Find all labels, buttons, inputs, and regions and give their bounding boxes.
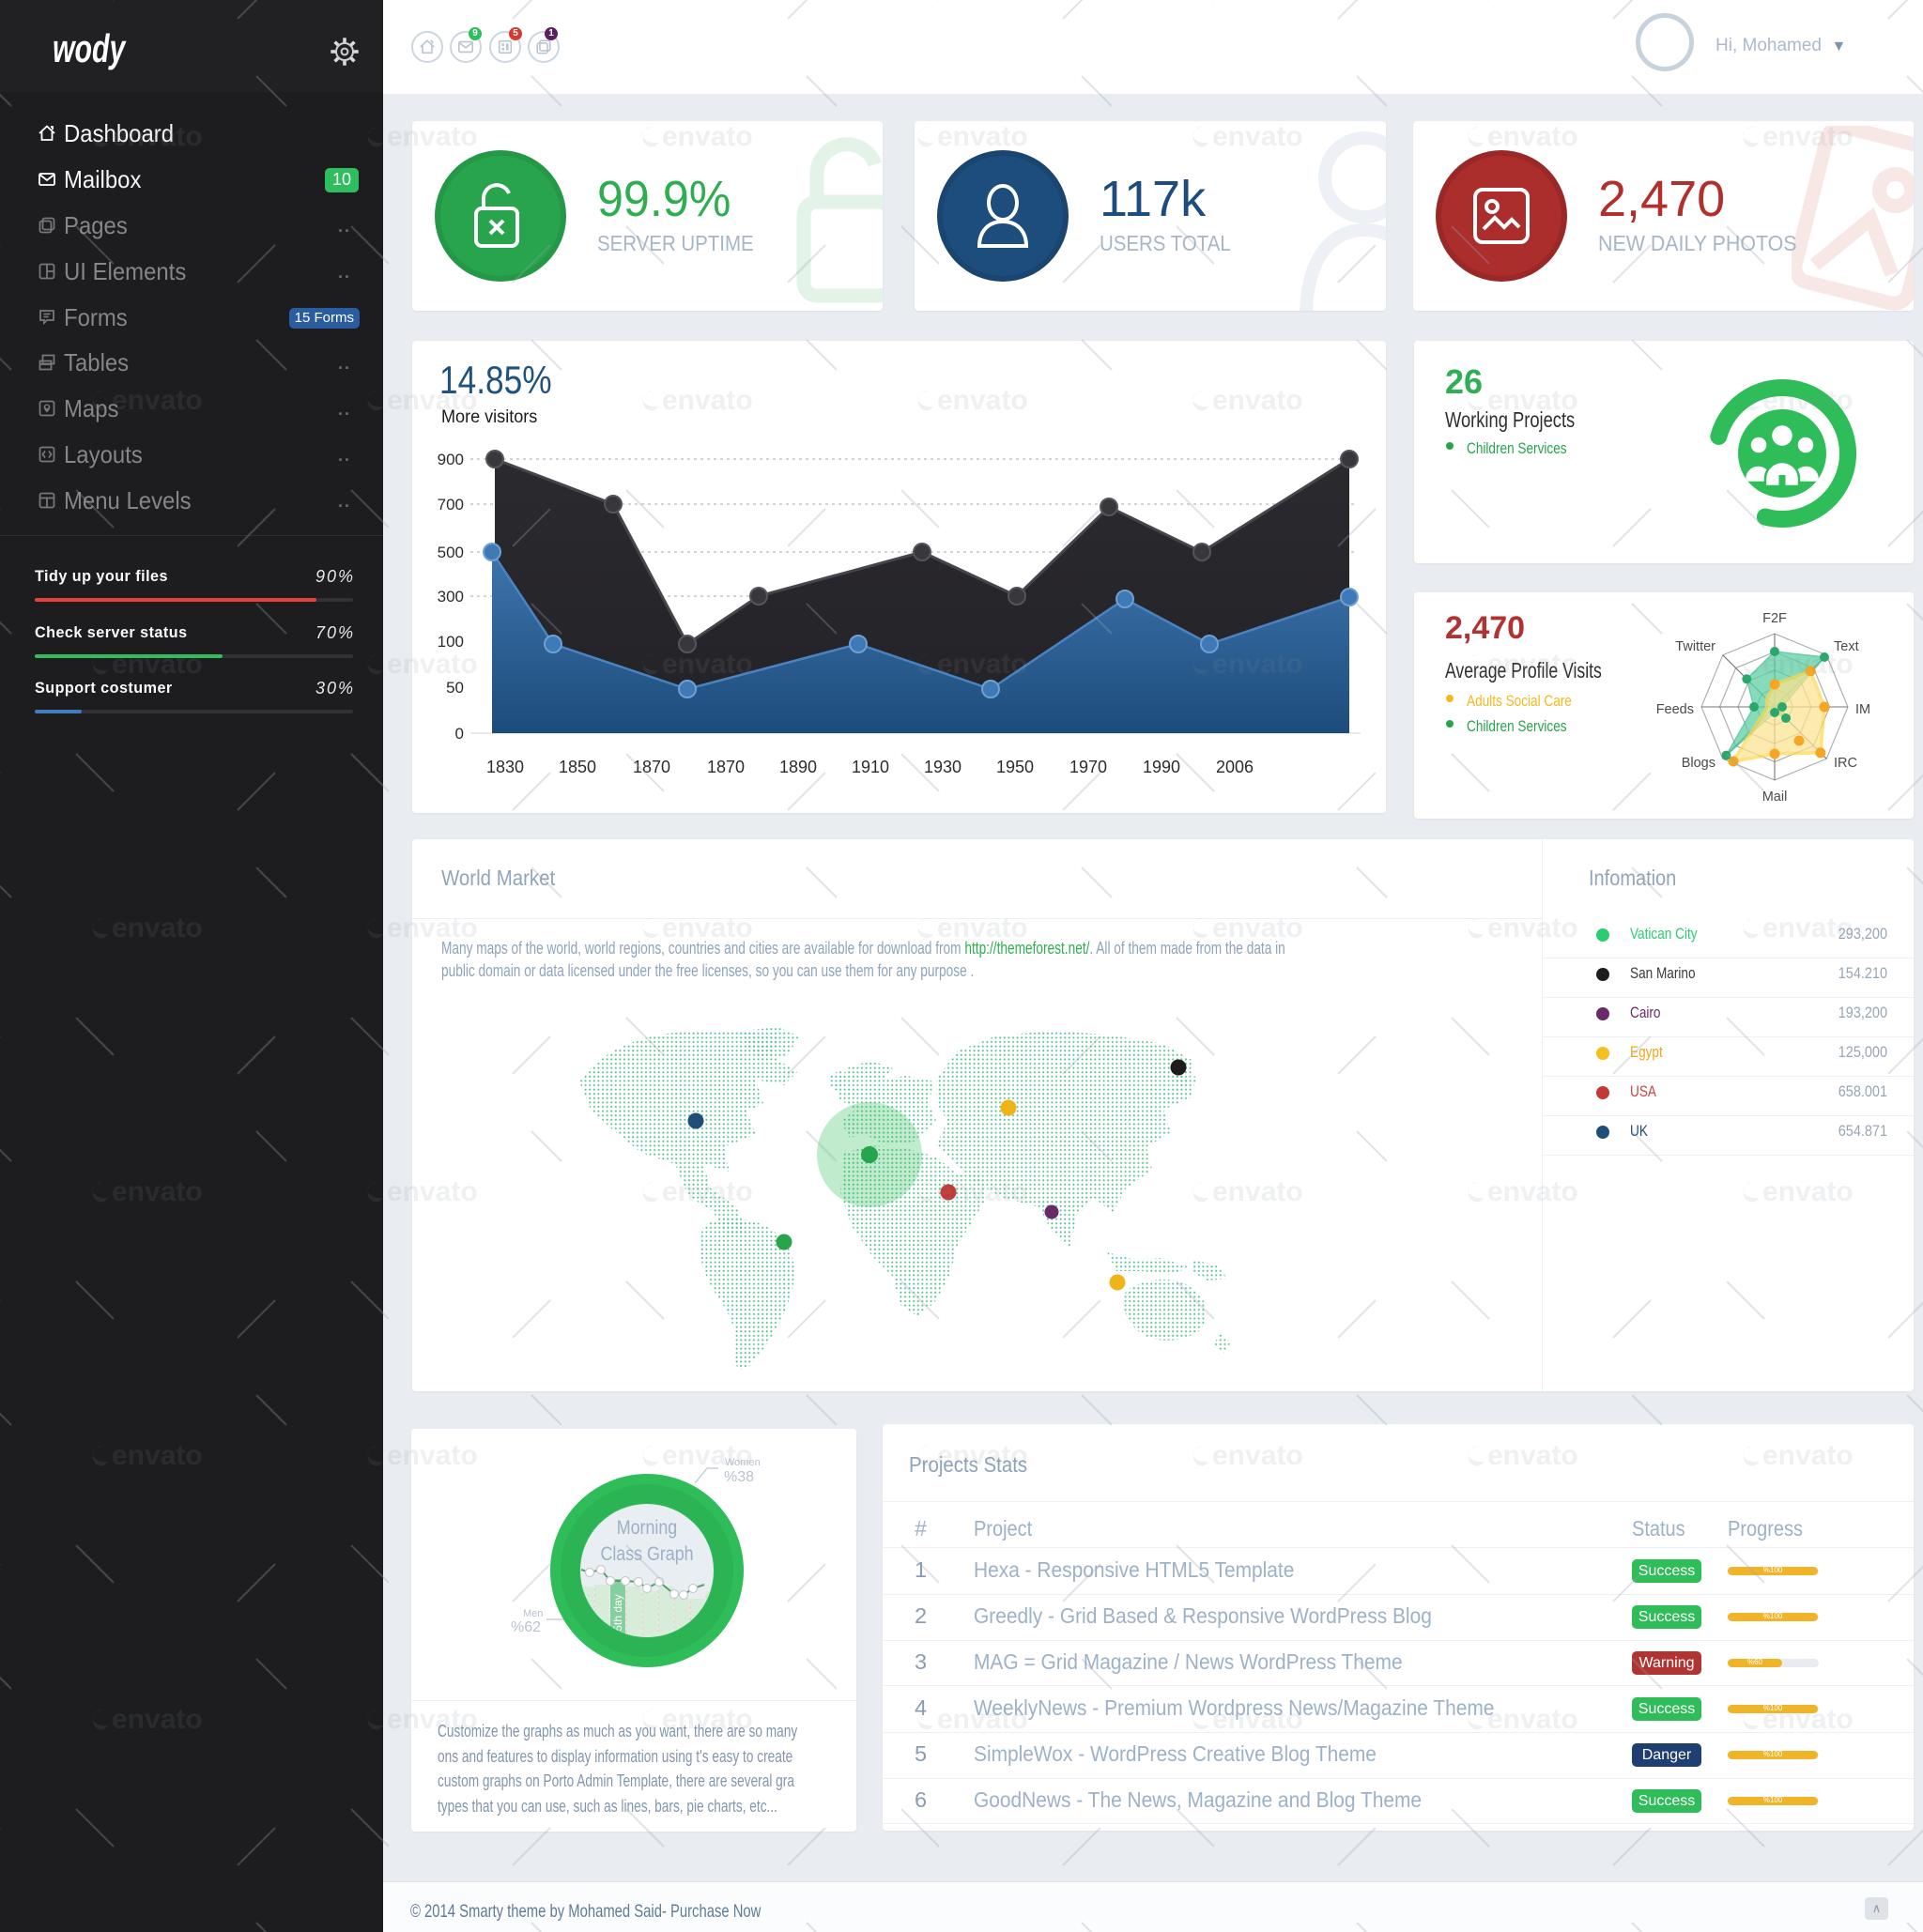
svg-text:50: 50 <box>446 679 464 697</box>
svg-text:700: 700 <box>438 496 464 514</box>
svg-text:IRC: IRC <box>1834 756 1857 771</box>
svg-text:5th day: 5th day <box>611 1594 624 1631</box>
svg-text:1870: 1870 <box>707 758 745 776</box>
svg-text:%62: %62 <box>511 1619 541 1635</box>
svg-text:Blogs: Blogs <box>1682 756 1715 771</box>
svg-text:500: 500 <box>438 544 464 561</box>
svg-text:Mail: Mail <box>1762 790 1788 805</box>
svg-text:Feeds: Feeds <box>1656 702 1694 717</box>
svg-text:2006: 2006 <box>1216 758 1254 776</box>
svg-text:1850: 1850 <box>559 758 596 776</box>
svg-text:1930: 1930 <box>924 758 962 776</box>
svg-text:Morning: Morning <box>617 1517 677 1540</box>
svg-text:0: 0 <box>455 725 464 743</box>
svg-text:1970: 1970 <box>1069 758 1107 776</box>
svg-text:Twitter: Twitter <box>1675 639 1715 654</box>
svg-text:%38: %38 <box>724 1469 754 1485</box>
svg-text:F2F: F2F <box>1762 611 1787 626</box>
svg-text:100: 100 <box>438 633 464 651</box>
svg-text:1870: 1870 <box>633 758 670 776</box>
svg-text:Men: Men <box>523 1608 543 1619</box>
svg-text:300: 300 <box>438 588 464 606</box>
svg-text:Women: Women <box>725 1457 761 1468</box>
svg-text:Text: Text <box>1834 639 1859 654</box>
svg-text:1890: 1890 <box>779 758 817 776</box>
svg-text:1910: 1910 <box>852 758 889 776</box>
svg-text:IM: IM <box>1855 702 1870 717</box>
svg-text:1950: 1950 <box>996 758 1034 776</box>
svg-text:1830: 1830 <box>486 758 524 776</box>
svg-text:1990: 1990 <box>1143 758 1180 776</box>
svg-text:Class Graph: Class Graph <box>600 1543 693 1566</box>
svg-text:900: 900 <box>438 451 464 468</box>
